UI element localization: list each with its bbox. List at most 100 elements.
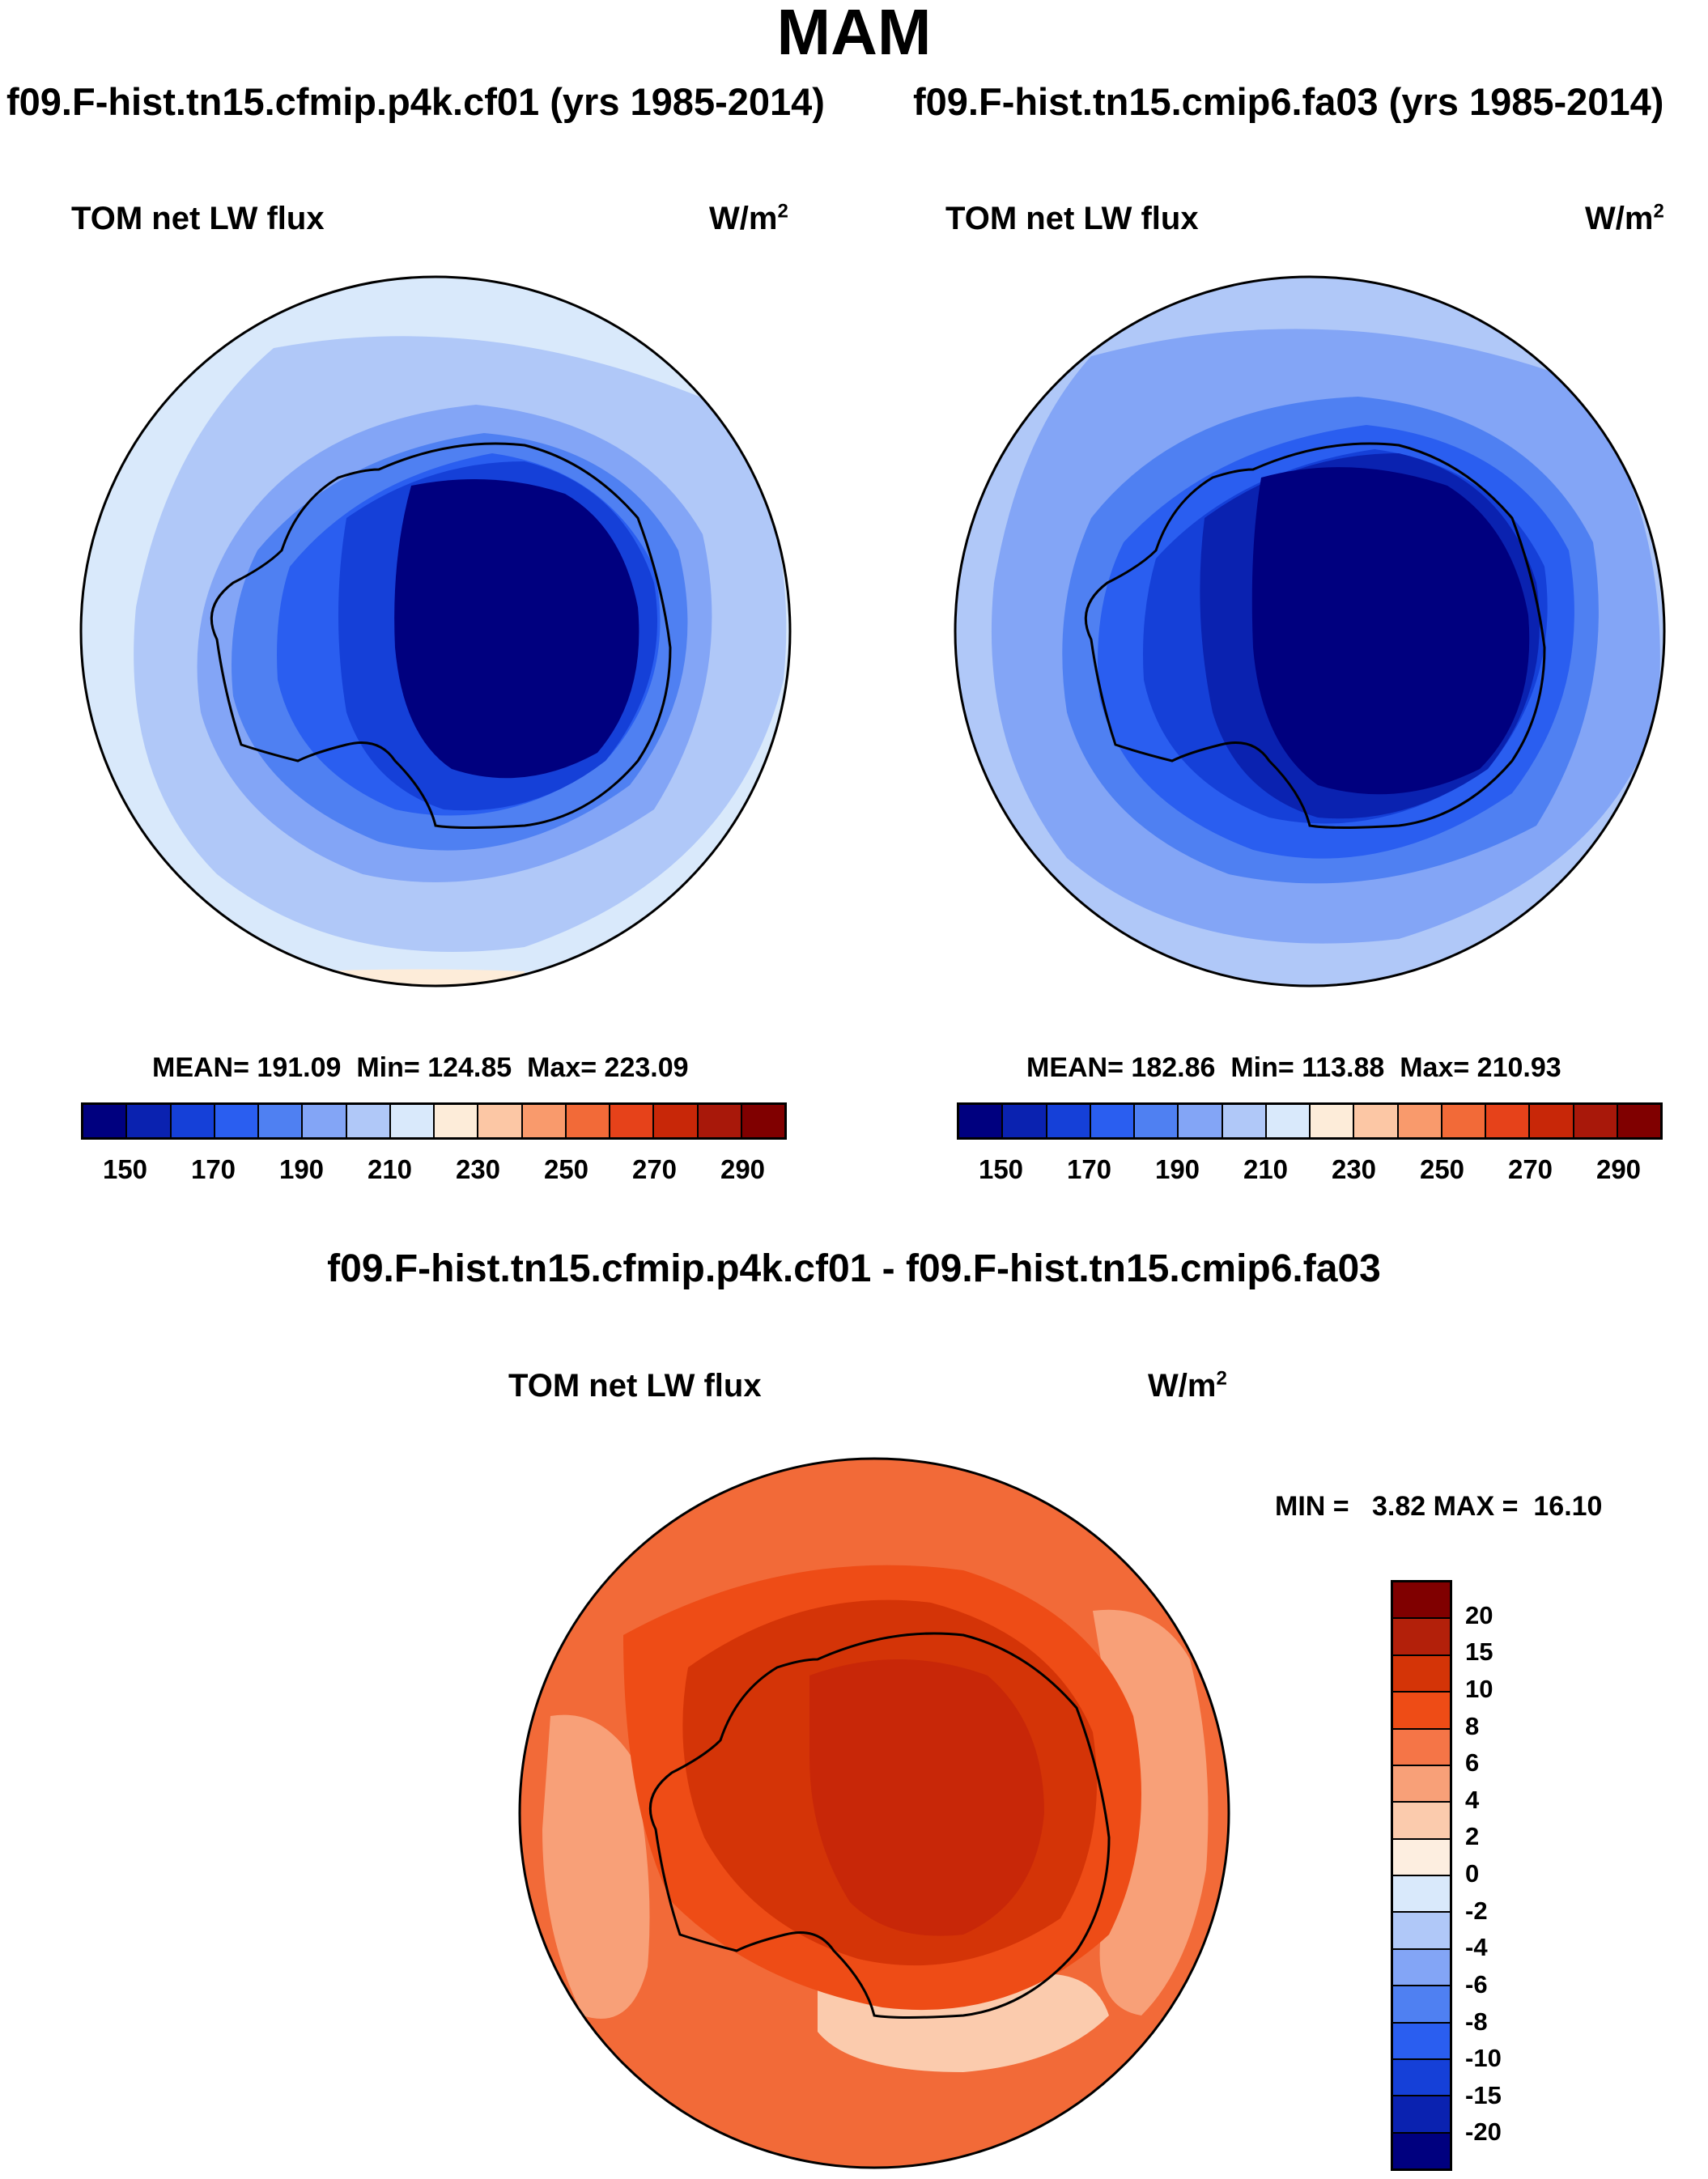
colorbar-tick-label: 210 — [1243, 1154, 1289, 1184]
colorbar-box — [1398, 1105, 1442, 1137]
colorbar-box — [698, 1105, 742, 1137]
colorbar-box — [1003, 1105, 1047, 1137]
colorbar-box — [1393, 2096, 1450, 2134]
colorbar-box — [83, 1105, 128, 1137]
colorbar-box — [1393, 1803, 1450, 1840]
colorbar-box — [303, 1105, 347, 1137]
colorbar-box — [1393, 2023, 1450, 2060]
left-contour-core — [394, 479, 639, 779]
colorbar-box — [1179, 1105, 1223, 1137]
diff-colorbar — [1391, 1580, 1452, 2171]
right-colorbar — [957, 1102, 1663, 1140]
colorbar-tick-label: 10 — [1465, 1674, 1493, 1703]
colorbar-tick-label: 230 — [1331, 1154, 1377, 1184]
left-map-border — [79, 275, 792, 988]
colorbar-tick-label: 270 — [631, 1154, 678, 1184]
colorbar-box — [1393, 1986, 1450, 2024]
right-polar-map — [954, 275, 1666, 988]
colorbar-box — [215, 1105, 259, 1137]
colorbar-tick-label: 0 — [1465, 1859, 1480, 1888]
right-units-label: W/m2 — [1585, 200, 1664, 236]
colorbar-tick-label: 150 — [978, 1154, 1024, 1184]
case-title-right: f09.F-hist.tn15.cmip6.fa03 (yrs 1985-201… — [913, 80, 1664, 123]
colorbar-tick-label: 170 — [1066, 1154, 1112, 1184]
diff-map-border — [518, 1457, 1230, 2169]
colorbar-tick-label: 190 — [278, 1154, 325, 1184]
diff-polar-map — [518, 1457, 1230, 2169]
colorbar-box — [1393, 1949, 1450, 1987]
diff-light-region-west — [542, 1714, 650, 2019]
colorbar-box — [1393, 2059, 1450, 2097]
colorbar-box — [1311, 1105, 1355, 1137]
diff-core-region — [809, 1659, 1044, 1936]
colorbar-box — [1393, 1765, 1450, 1803]
colorbar-tick-label: -6 — [1465, 1969, 1488, 1998]
left-units-label: W/m2 — [709, 200, 788, 236]
colorbar-box — [1393, 1839, 1450, 1876]
colorbar-tick-label: 15 — [1465, 1637, 1493, 1667]
colorbar-box — [127, 1105, 172, 1137]
right-contour-core — [1251, 467, 1530, 795]
colorbar-box — [171, 1105, 215, 1137]
colorbar-tick-label: 2 — [1465, 1822, 1480, 1851]
colorbar-box — [1393, 1729, 1450, 1766]
diff-title: f09.F-hist.tn15.cfmip.p4k.cf01 - f09.F-h… — [327, 1247, 1381, 1290]
colorbar-box — [1617, 1105, 1660, 1137]
right-map-border — [954, 275, 1666, 988]
diff-units-label: W/m2 — [1148, 1367, 1227, 1404]
right-stats: MEAN= 182.86 Min= 113.88 Max= 210.93 — [1026, 1052, 1561, 1083]
colorbar-box — [522, 1105, 567, 1137]
colorbar-box — [259, 1105, 304, 1137]
left-colorbar — [81, 1102, 787, 1140]
colorbar-tick-label: 290 — [1595, 1154, 1642, 1184]
colorbar-box — [1393, 1913, 1450, 1950]
colorbar-tick-label: -8 — [1465, 2007, 1488, 2036]
right-antarctica-coastline — [1084, 442, 1546, 829]
colorbar-tick-label: 270 — [1507, 1154, 1553, 1184]
left-warm-edge — [81, 969, 525, 986]
colorbar-box — [654, 1105, 699, 1137]
colorbar-box — [1530, 1105, 1574, 1137]
colorbar-tick-label: 250 — [543, 1154, 589, 1184]
colorbar-box — [1486, 1105, 1531, 1137]
colorbar-tick-label: 190 — [1154, 1154, 1200, 1184]
colorbar-box — [1442, 1105, 1486, 1137]
left-stats: MEAN= 191.09 Min= 124.85 Max= 223.09 — [152, 1052, 689, 1083]
colorbar-tick-label: -10 — [1465, 2044, 1502, 2073]
colorbar-tick-label: 230 — [455, 1154, 501, 1184]
colorbar-box — [1222, 1105, 1267, 1137]
colorbar-box — [1393, 1876, 1450, 1914]
colorbar-box — [1393, 1693, 1450, 1730]
colorbar-box — [741, 1105, 784, 1137]
colorbar-tick-label: -2 — [1465, 1896, 1488, 1925]
colorbar-box — [566, 1105, 610, 1137]
colorbar-tick-label: 8 — [1465, 1711, 1480, 1740]
right-variable-label: TOM net LW flux — [945, 201, 1199, 236]
colorbar-tick-label: 4 — [1465, 1785, 1480, 1814]
colorbar-box — [1393, 1655, 1450, 1693]
colorbar-box — [1266, 1105, 1311, 1137]
colorbar-box — [478, 1105, 523, 1137]
colorbar-tick-label: -20 — [1465, 2117, 1502, 2147]
colorbar-box — [1047, 1105, 1091, 1137]
diff-variable-label: TOM net LW flux — [508, 1368, 762, 1404]
colorbar-box — [1354, 1105, 1399, 1137]
colorbar-box — [610, 1105, 655, 1137]
left-antarctica-coastline — [210, 442, 672, 829]
colorbar-tick-label: 20 — [1465, 1600, 1493, 1629]
colorbar-box — [390, 1105, 435, 1137]
case-title-left: f09.F-hist.tn15.cfmip.p4k.cf01 (yrs 1985… — [6, 80, 825, 123]
colorbar-box — [435, 1105, 479, 1137]
colorbar-box — [1393, 1582, 1450, 1620]
colorbar-box — [1574, 1105, 1618, 1137]
colorbar-tick-label: -15 — [1465, 2080, 1502, 2109]
colorbar-tick-label: 170 — [190, 1154, 236, 1184]
colorbar-box — [1393, 2133, 1450, 2168]
colorbar-tick-label: 250 — [1419, 1154, 1465, 1184]
colorbar-box — [346, 1105, 391, 1137]
colorbar-tick-label: 6 — [1465, 1748, 1480, 1778]
colorbar-box — [1393, 1619, 1450, 1656]
colorbar-tick-label: -4 — [1465, 1933, 1488, 1962]
left-polar-map — [79, 275, 792, 988]
colorbar-tick-label: 150 — [102, 1154, 148, 1184]
